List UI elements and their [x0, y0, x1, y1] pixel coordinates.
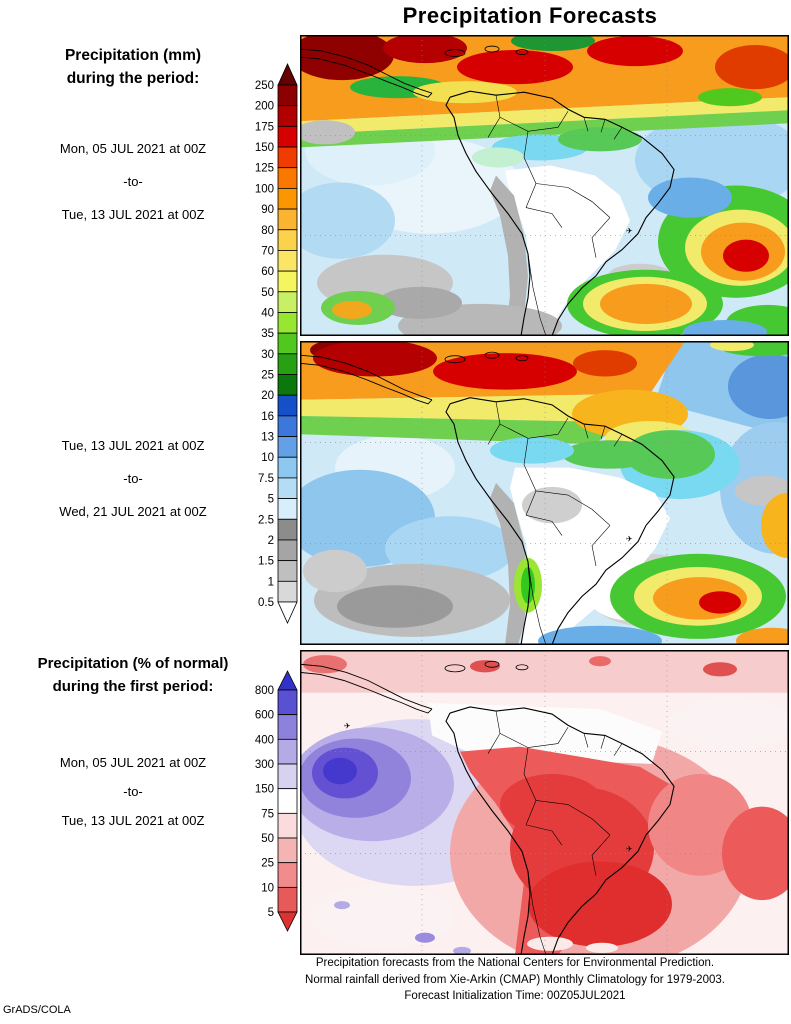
legend-tick-label: 40	[261, 307, 274, 319]
legend-tick-label: 150	[255, 142, 274, 154]
period2-end: Wed, 21 JUL 2021 at 00Z	[59, 504, 207, 519]
legend-tick-label: 175	[255, 121, 274, 133]
colorbar: 800 600 400 300 150 75 50 25 10 5	[255, 670, 298, 932]
footer-line1: Precipitation forecasts from the Nationa…	[315, 957, 715, 969]
legend-tick-label: 70	[261, 245, 274, 257]
pct-heading-line2: during the first period:	[52, 678, 214, 695]
period3-start: Mon, 05 JUL 2021 at 00Z	[59, 755, 207, 770]
legend-tick-label: 30	[261, 349, 274, 361]
map-precip-mm-period2: ✈	[300, 341, 789, 645]
colorbar: 2502001751501251009080706050403530252016…	[255, 63, 298, 624]
legend-tick-label: 300	[255, 759, 274, 771]
legend-tick-label: 16	[261, 411, 274, 423]
legend-tick-label: 125	[255, 163, 274, 175]
map2-precip-fields	[300, 341, 789, 645]
map-frame	[300, 341, 789, 645]
legend-tick-label: 5	[268, 907, 274, 919]
period2-dates: Tue, 13 JUL 2021 at 00Z -to- Wed, 21 JUL…	[0, 429, 266, 528]
period3-dates: Mon, 05 JUL 2021 at 00Z -to- Tue, 13 JUL…	[0, 748, 266, 835]
legend-tick-label: 60	[261, 266, 274, 278]
legend-tick-label: 90	[261, 204, 274, 216]
legend-tick-label: 50	[261, 287, 274, 299]
legend-tick-label: 13	[261, 432, 274, 444]
legend-tick-label: 150	[255, 784, 274, 796]
legend-tick-label: 1.5	[258, 556, 274, 568]
plane-icon: ✈	[344, 721, 351, 730]
period1-separator: -to-	[123, 174, 143, 189]
legend-tick-label: 25	[261, 370, 274, 382]
legend-tick-label: 7.5	[258, 473, 274, 485]
map3-anomaly-fields	[300, 650, 789, 955]
footer-notes: Precipitation forecasts from the Nationa…	[240, 955, 790, 1005]
grads-credit: GrADS/COLA	[3, 1004, 71, 1016]
legend-tick-label: 250	[255, 80, 274, 92]
legend-percent-of-normal: 800 600 400 300 150 75 50 25 10 5	[245, 670, 299, 938]
coastlines	[300, 660, 675, 955]
legend-tick-label: 50	[261, 833, 274, 845]
plane-icon: ✈	[626, 227, 633, 236]
country-borders	[487, 401, 623, 645]
period3-end: Tue, 13 JUL 2021 at 00Z	[61, 813, 205, 828]
pct-heading-line1: Precipitation (% of normal)	[37, 655, 229, 672]
legend-tick-label: 2.5	[258, 514, 274, 526]
mm-heading-line2: during the period:	[66, 70, 200, 87]
legend-tick-label: 75	[261, 808, 274, 820]
page-title: Precipitation Forecasts	[402, 3, 658, 28]
coastlines	[300, 351, 675, 645]
plane-icon: ✈	[626, 535, 633, 544]
legend-tick-label: 10	[261, 452, 274, 464]
coastlines	[300, 45, 675, 336]
plane-icon: ✈	[626, 844, 633, 853]
legend-tick-label: 20	[261, 390, 274, 402]
period3-separator: -to-	[123, 784, 143, 799]
legend-tick-label: 5	[268, 494, 274, 506]
period1-dates: Mon, 05 JUL 2021 at 00Z -to- Tue, 13 JUL…	[0, 132, 266, 231]
legend-tick-label: 10	[261, 882, 274, 894]
legend-tick-label: 800	[255, 685, 274, 697]
footer-line3: Forecast Initialization Time: 00Z05JUL20…	[404, 990, 626, 1002]
legend-tick-label: 200	[255, 101, 274, 113]
country-borders	[487, 95, 623, 336]
legend-tick-label: 2	[268, 535, 274, 547]
legend-tick-label: 0.5	[258, 597, 274, 609]
period2-start: Tue, 13 JUL 2021 at 00Z	[61, 438, 205, 453]
period1-end: Tue, 13 JUL 2021 at 00Z	[61, 207, 205, 222]
map1-precip-fields	[300, 35, 789, 336]
footer-line2: Normal rainfall derived from Xie-Arkin (…	[305, 973, 725, 986]
legend-tick-label: 80	[261, 225, 274, 237]
map-precip-mm-period1: ✈	[300, 35, 789, 336]
legend-tick-label: 100	[255, 183, 274, 195]
legend-tick-label: 25	[261, 858, 274, 870]
map-frame	[300, 35, 789, 336]
legend-tick-label: 35	[261, 328, 274, 340]
legend-precip-mm: 250 200 175 150 125 100 90 80 70 60 50 40 35 30 25 20 16…	[245, 63, 299, 629]
legend-tick-label: 1	[268, 576, 274, 588]
period2-separator: -to-	[123, 471, 143, 486]
period1-start: Mon, 05 JUL 2021 at 00Z	[59, 141, 207, 156]
country-borders	[487, 710, 623, 955]
map-percent-of-normal-period1: ✈ ✈	[300, 650, 789, 955]
mm-heading: Precipitation (mm) during the period:	[0, 44, 266, 90]
mm-heading-line1: Precipitation (mm)	[64, 47, 202, 64]
map-frame	[300, 650, 789, 955]
legend-tick-label: 600	[255, 710, 274, 722]
legend-tick-label: 400	[255, 734, 274, 746]
pct-heading: Precipitation (% of normal) during the f…	[0, 652, 266, 698]
